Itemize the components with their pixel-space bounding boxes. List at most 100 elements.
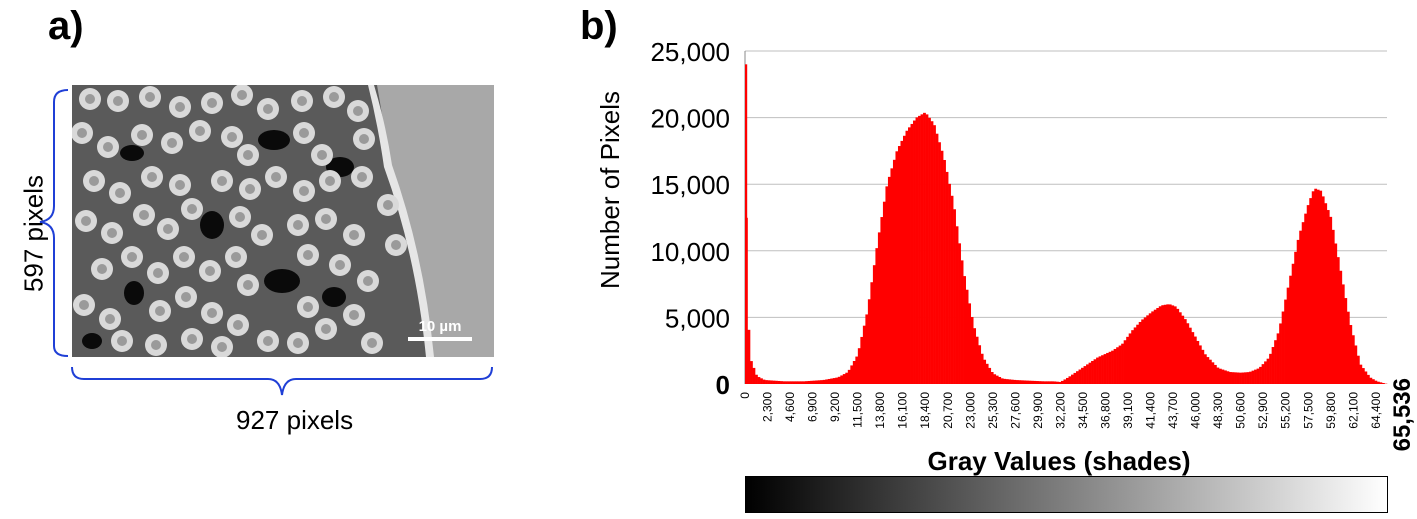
- histogram-bar: [1086, 364, 1089, 384]
- histogram-bar: [1301, 222, 1305, 384]
- x-tick-label: 46,000: [1189, 392, 1203, 429]
- histogram-bar: [928, 117, 931, 385]
- histogram-bar: [935, 133, 939, 384]
- histogram-bar: [1096, 357, 1099, 384]
- histogram-bar: [1361, 368, 1365, 384]
- x-tick-label: 52,900: [1256, 392, 1270, 429]
- histogram-bar: [875, 248, 879, 384]
- histogram-bar: [830, 378, 834, 384]
- histogram-bar: [1081, 367, 1084, 384]
- histogram-bar: [1028, 380, 1032, 384]
- histogram-bar: [1249, 371, 1252, 384]
- histogram-bar: [852, 360, 856, 384]
- histogram-bar: [905, 130, 909, 384]
- x-tick-label: 6,900: [806, 392, 820, 422]
- histogram-bar: [978, 345, 982, 384]
- histogram-bar: [790, 381, 793, 384]
- histogram-bar: [1091, 360, 1094, 384]
- histogram-bar: [782, 381, 786, 384]
- histogram-bar: [1366, 374, 1370, 384]
- histogram-bar: [1279, 323, 1282, 384]
- histogram-bar: [975, 336, 979, 384]
- x-tick-label: 41,400: [1144, 392, 1158, 429]
- histogram-bar: [1035, 381, 1039, 384]
- histogram-bar: [1053, 381, 1057, 384]
- histogram-bar: [1234, 372, 1237, 384]
- x-axis-label: Gray Values (shades): [927, 446, 1190, 476]
- histogram-bar: [1191, 332, 1195, 384]
- histogram-bar: [1346, 311, 1350, 384]
- histogram-bar: [1113, 348, 1117, 384]
- histogram-bar: [795, 381, 798, 384]
- histogram-bar: [860, 336, 864, 384]
- histogram-bar: [1020, 380, 1024, 384]
- x-max-label: 65,536: [1389, 378, 1416, 451]
- histogram-bar: [780, 381, 783, 384]
- x-tick-label: 25,300: [986, 392, 1000, 429]
- x-tick-label: 50,600: [1234, 392, 1248, 429]
- histogram-bar: [1088, 362, 1092, 384]
- histogram-bar: [1060, 380, 1064, 384]
- histogram-bar: [1251, 370, 1255, 384]
- histogram-bar: [1203, 354, 1207, 384]
- histogram-bar: [1213, 364, 1217, 384]
- histogram-bar: [817, 380, 821, 384]
- histogram-bar: [1198, 345, 1202, 384]
- micrograph-image: 10 µm: [72, 85, 494, 357]
- histogram-bar: [1015, 380, 1019, 384]
- histogram-bar: [1183, 319, 1187, 384]
- histogram-bar: [1371, 379, 1375, 384]
- y-tick-label: 15,000: [650, 170, 730, 200]
- histogram-bar: [1173, 306, 1177, 384]
- histogram-bar: [1126, 336, 1129, 384]
- histogram-bar: [1193, 336, 1197, 384]
- histogram-bar: [980, 353, 984, 384]
- histogram-bar: [913, 120, 916, 385]
- grayscale-colorbar: [745, 476, 1388, 513]
- histogram-bar: [1294, 251, 1298, 384]
- x-tick-label: 29,900: [1031, 392, 1045, 429]
- histogram-bar: [963, 276, 966, 384]
- histogram-bar: [1239, 372, 1242, 384]
- histogram-bar: [1146, 315, 1150, 384]
- histogram-bar: [882, 201, 886, 384]
- histogram-bar: [1168, 304, 1172, 384]
- histogram-bar: [1334, 243, 1338, 384]
- histogram-bar: [812, 380, 816, 384]
- histogram-bar: [755, 374, 758, 384]
- histogram-bar: [1176, 308, 1180, 384]
- histogram-bar: [1018, 380, 1022, 384]
- histogram-bar: [892, 159, 896, 384]
- histogram-bar: [1376, 381, 1380, 384]
- histogram-bar: [747, 329, 751, 384]
- histogram-bar: [1314, 188, 1318, 384]
- histogram-bar: [1023, 380, 1027, 384]
- histogram-bar: [1010, 379, 1014, 384]
- histogram-bar: [867, 299, 871, 384]
- histogram-bar: [1121, 343, 1124, 384]
- histogram-bar: [1118, 345, 1122, 384]
- x-tick-label: 16,100: [896, 392, 910, 429]
- histogram-bar: [960, 260, 964, 384]
- histogram-bar: [1208, 359, 1212, 384]
- panel-a-label: a): [48, 4, 84, 48]
- histogram-bar: [923, 112, 926, 384]
- histogram-bar: [807, 380, 811, 384]
- y-axis-label: Number of Pixels: [595, 91, 625, 289]
- histogram-bar: [887, 176, 891, 384]
- histogram-bar: [1071, 374, 1074, 384]
- histogram-bar: [1048, 381, 1052, 384]
- histogram-bar: [1259, 366, 1262, 384]
- y-tick-label: 20,000: [650, 104, 730, 134]
- histogram-bar: [870, 282, 874, 384]
- histogram-bar: [1005, 379, 1009, 384]
- histogram-bar: [842, 374, 846, 384]
- histogram-bar: [995, 375, 999, 384]
- histogram-bar: [787, 381, 791, 384]
- histogram-bar: [767, 380, 771, 384]
- histogram-bar: [1231, 372, 1235, 384]
- histogram-bar: [1309, 198, 1313, 384]
- histogram-bar: [862, 325, 866, 384]
- histogram-bar: [777, 380, 781, 384]
- histogram-bar: [1066, 377, 1069, 384]
